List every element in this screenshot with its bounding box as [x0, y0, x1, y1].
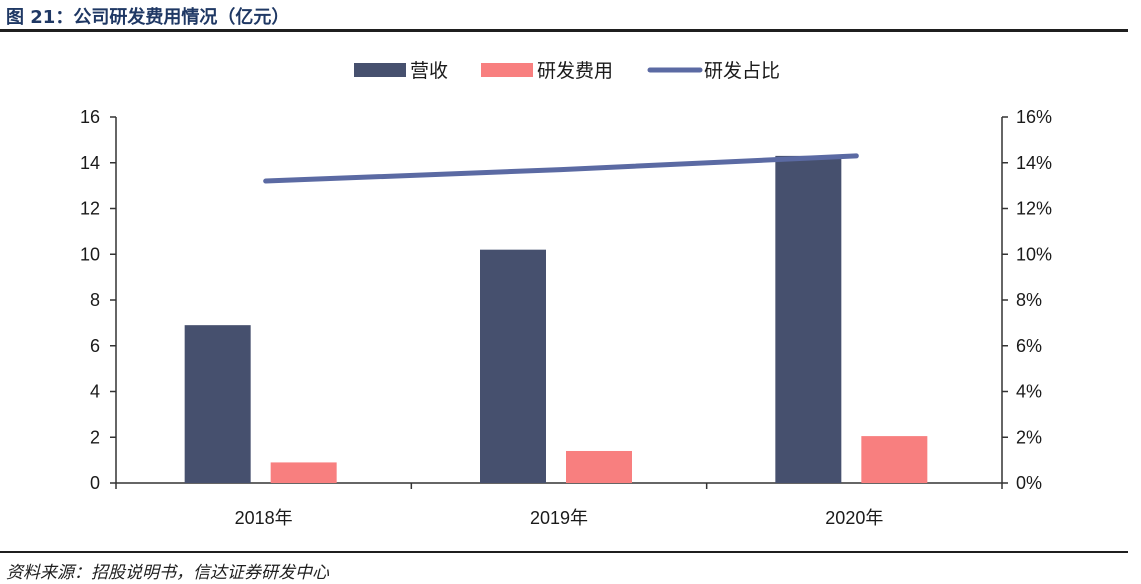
bar-revenue [480, 249, 546, 483]
left-tick-label: 4 [90, 382, 100, 402]
legend-label: 研发费用 [537, 60, 613, 82]
right-tick-label: 12% [1016, 199, 1052, 219]
right-tick-label: 8% [1016, 290, 1042, 310]
bar-rd-expense [270, 462, 337, 483]
right-tick-label: 16% [1016, 107, 1052, 127]
chart-axes: 0 2 4 6 8 10 12 14 16 0% 2% 4% 6% 8% 10% 12% 14% 16% 2018年… [80, 107, 1052, 528]
x-tick-label: 2019年 [530, 508, 588, 528]
left-tick-label: 14 [80, 153, 100, 173]
left-tick-label: 10 [80, 244, 100, 264]
legend-label: 研发占比 [704, 60, 780, 82]
left-tick-label: 12 [80, 199, 100, 219]
chart-legend: 营收 研发费用 研发占比 [354, 60, 780, 82]
legend-swatch [481, 63, 533, 77]
bar-revenue [775, 155, 842, 483]
left-tick-label: 16 [80, 107, 100, 127]
right-tick-label: 2% [1016, 427, 1042, 447]
legend-label: 营收 [410, 60, 448, 82]
source-note: 资料来源：招股说明书，信达证券研发中心 [6, 563, 329, 583]
bar-rd-expense [566, 450, 632, 483]
bottom-divider [0, 551, 1128, 553]
left-tick-label: 2 [90, 427, 100, 447]
top-divider [0, 29, 1128, 32]
right-tick-label: 4% [1016, 382, 1042, 402]
figure-title: 图 21：公司研发费用情况（亿元） [6, 7, 290, 28]
left-tick-label: 6 [90, 336, 100, 356]
line-series [263, 153, 859, 184]
right-tick-label: 0% [1016, 473, 1042, 493]
bar-revenue [184, 325, 251, 483]
x-tick-label: 2018年 [235, 508, 293, 528]
right-tick-label: 10% [1016, 244, 1052, 264]
left-tick-label: 0 [90, 473, 100, 493]
left-tick-label: 8 [90, 290, 100, 310]
legend-swatch [354, 63, 406, 77]
right-tick-label: 14% [1016, 153, 1052, 173]
bar-rd-expense [861, 436, 928, 483]
bar-series [184, 155, 928, 483]
x-tick-label: 2020年 [825, 508, 883, 528]
line-rd-ratio [263, 153, 859, 184]
legend-item: 营收 [354, 60, 448, 82]
legend-item: 研发占比 [647, 60, 780, 82]
legend-item: 研发费用 [481, 60, 613, 82]
right-tick-label: 6% [1016, 336, 1042, 356]
